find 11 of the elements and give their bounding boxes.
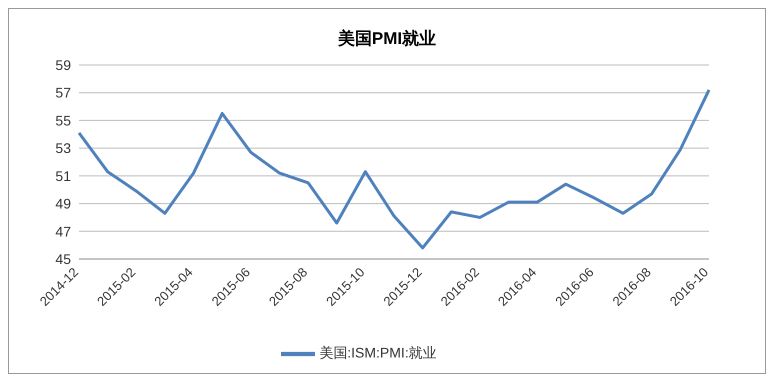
y-tick-label: 47: [55, 223, 72, 240]
y-tick-label: 59: [55, 56, 72, 73]
chart-title: 美国PMI就业: [336, 28, 438, 50]
y-tick-label: 57: [55, 84, 72, 101]
legend-label: 美国:ISM:PMI:就业: [319, 344, 437, 361]
y-tick-label: 53: [55, 140, 72, 156]
y-tick-label: 55: [55, 112, 72, 128]
y-tick-label: 51: [55, 168, 72, 184]
line-series: [78, 88, 710, 250]
y-tick-label: 49: [55, 196, 72, 212]
y-tick-label: 45: [55, 250, 72, 267]
